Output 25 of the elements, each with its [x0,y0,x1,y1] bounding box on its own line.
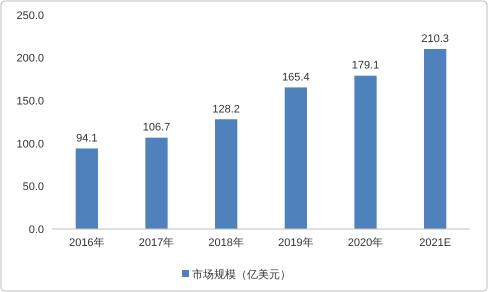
bar [145,138,168,229]
y-tick-label: 0.0 [28,224,44,236]
x-tick-label: 2018年 [208,237,244,249]
x-tick-label: 2021E [419,237,452,249]
data-label: 210.3 [421,32,449,45]
y-tick-label: 50.0 [22,181,44,194]
bar [354,76,377,229]
bar [215,119,238,229]
data-label: 94.1 [76,132,98,144]
data-label: 179.1 [352,60,380,72]
data-label: 165.4 [282,71,310,84]
x-tick-label: 2020年 [348,237,384,249]
x-tick-label: 2017年 [138,237,174,249]
y-tick-label: 200.0 [16,52,44,65]
data-label: 128.2 [212,103,240,116]
bar [424,48,446,229]
y-tick-label: 100.0 [16,138,44,150]
y-tick-label: 250.0 [16,10,44,22]
legend-label: 市场规模（亿美元） [192,268,291,281]
bar [76,148,98,229]
data-label: 106.7 [142,122,170,134]
x-tick-label: 2019年 [278,237,314,249]
x-tick-label: 2016年 [69,237,105,249]
bar [284,87,307,229]
y-tick-label: 150.0 [16,95,44,108]
